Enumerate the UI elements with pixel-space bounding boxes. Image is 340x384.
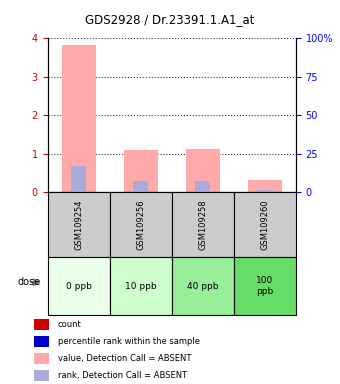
Bar (71, 166, 86, 192)
Text: value, Detection Call = ABSENT: value, Detection Call = ABSENT (58, 354, 191, 363)
Bar (48, 192, 109, 257)
Bar (109, 257, 172, 315)
Text: 40 ppb: 40 ppb (187, 281, 219, 291)
Text: GSM109254: GSM109254 (74, 199, 83, 250)
Bar (133, 181, 149, 192)
Bar (234, 192, 296, 257)
Bar (109, 192, 172, 257)
Bar (124, 150, 158, 192)
Text: GSM109260: GSM109260 (260, 199, 269, 250)
Bar (186, 149, 220, 192)
Text: dose: dose (18, 277, 41, 287)
Text: percentile rank within the sample: percentile rank within the sample (58, 337, 200, 346)
Bar (257, 190, 273, 192)
Text: 100
ppb: 100 ppb (256, 276, 273, 296)
Bar (62, 45, 96, 192)
Text: rank, Detection Call = ABSENT: rank, Detection Call = ABSENT (58, 371, 187, 380)
Text: 10 ppb: 10 ppb (125, 281, 156, 291)
Text: 0 ppb: 0 ppb (66, 281, 91, 291)
Bar (172, 192, 234, 257)
Text: count: count (58, 320, 82, 329)
Bar (195, 181, 210, 192)
Bar (234, 257, 296, 315)
Bar (48, 257, 109, 315)
Text: GSM109258: GSM109258 (198, 199, 207, 250)
Text: GDS2928 / Dr.23391.1.A1_at: GDS2928 / Dr.23391.1.A1_at (85, 13, 255, 26)
Bar (172, 257, 234, 315)
Bar (248, 180, 282, 192)
Text: GSM109256: GSM109256 (136, 199, 145, 250)
